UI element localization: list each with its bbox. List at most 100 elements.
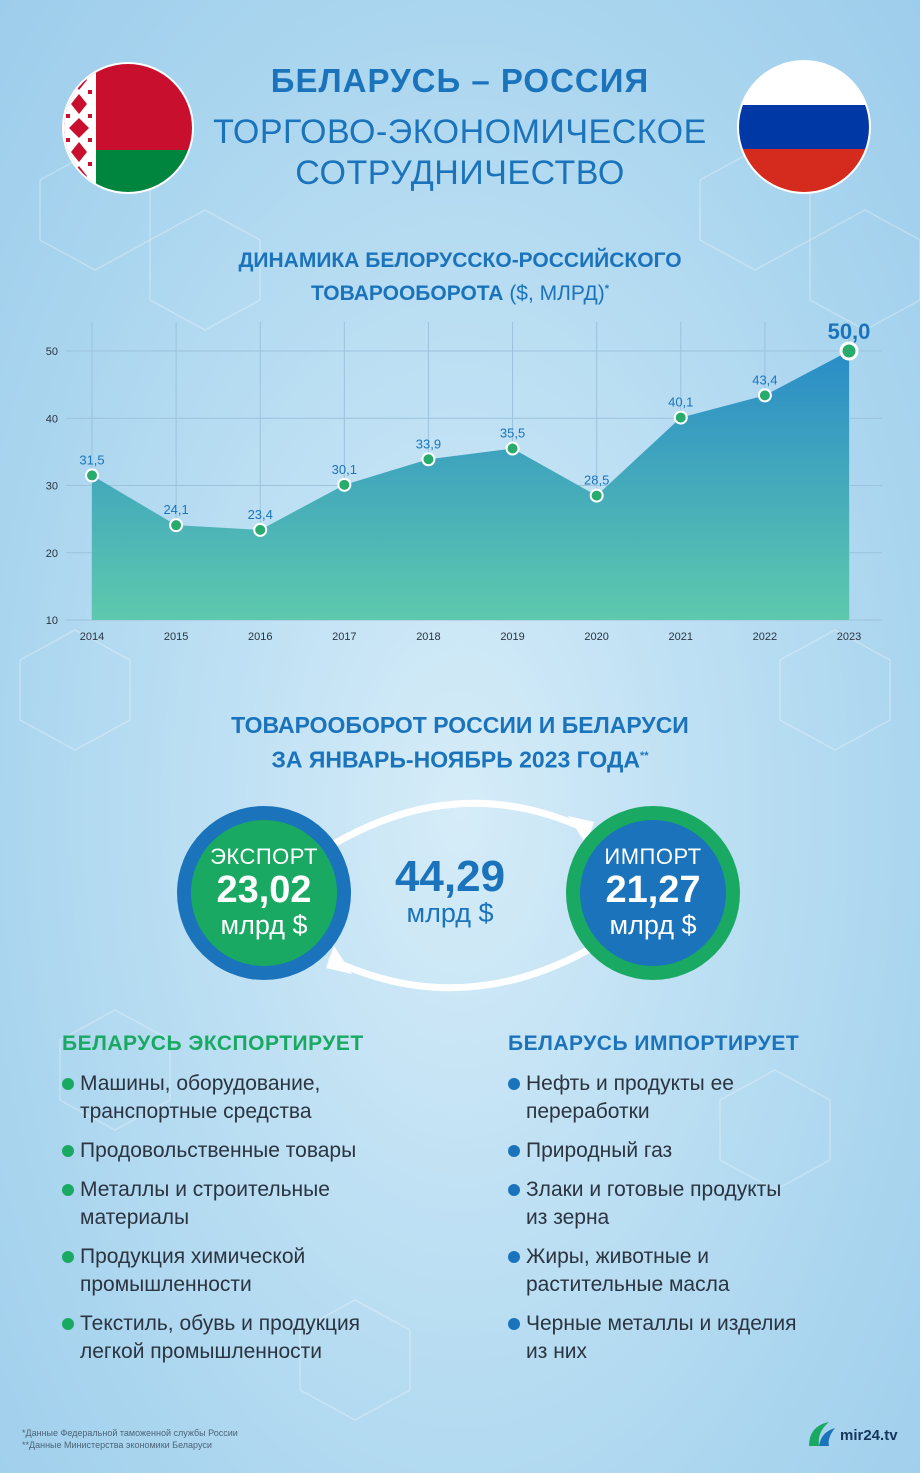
list-item-line-1: Продукция химической xyxy=(80,1245,306,1268)
total-value: 44,29 xyxy=(394,852,506,901)
list-item-line-1: Продовольственные товары xyxy=(80,1139,357,1162)
arrow-top xyxy=(328,799,592,849)
list-item-line-1: Текстиль, обувь и продукция xyxy=(80,1312,361,1335)
imports-list: Нефть и продукты ее переработки Природный… xyxy=(508,1070,898,1366)
data-point xyxy=(85,468,99,483)
data-point xyxy=(421,452,436,467)
mir24-logo-icon xyxy=(809,1422,835,1446)
bullet-dot xyxy=(62,1184,74,1196)
x-tick-label: 2014 xyxy=(80,631,104,643)
y-tick-label: 20 xyxy=(46,548,58,560)
page-subtitle: ТОРГОВО-ЭКОНОМИЧЕСКОЕ СОТРУДНИЧЕСТВО xyxy=(180,112,740,194)
series-area xyxy=(92,351,849,620)
list-item-line-1: Злаки и готовые продукты xyxy=(526,1178,782,1201)
chart-title-unit: ($, МЛРД) xyxy=(509,282,605,305)
list-item-line-2: легкой промышленности xyxy=(80,1340,323,1363)
data-label: 33,9 xyxy=(416,436,441,451)
data-label: 24,1 xyxy=(163,502,188,517)
export-unit: млрд $ xyxy=(220,910,308,940)
y-tick-label: 10 xyxy=(46,615,58,627)
list-item: Машины, оборудование, транспортные средст… xyxy=(62,1070,452,1126)
data-label: 40,1 xyxy=(668,395,693,410)
data-point xyxy=(505,441,520,456)
y-tick-label: 30 xyxy=(46,481,58,493)
data-label: 23,4 xyxy=(248,507,273,522)
data-point xyxy=(839,341,859,361)
list-item-line-2: транспортные средства xyxy=(80,1100,312,1123)
x-tick-label: 2020 xyxy=(584,631,608,643)
bullet-dot xyxy=(508,1251,520,1263)
bullet-dot xyxy=(62,1318,74,1330)
subtitle-line-2: СОТРУДНИЧЕСТВО xyxy=(295,154,625,192)
list-item: Продукция химической промышленности xyxy=(62,1243,452,1299)
logo-text: mir24.tv xyxy=(840,1427,898,1444)
x-tick-label: 2018 xyxy=(416,631,440,643)
list-item-line-2: промышленности xyxy=(80,1273,252,1296)
chart-title-line-2: ТОВАРООБОРОТА xyxy=(310,282,504,305)
list-item-line-2: материалы xyxy=(80,1206,190,1229)
data-label: 31,5 xyxy=(79,452,104,467)
list-item-line-1: Жиры, животные и xyxy=(526,1245,710,1268)
export-circle: ЭКСПОРТ 23,02 млрд $ xyxy=(177,806,351,980)
subtitle-line-1: ТОРГОВО-ЭКОНОМИЧЕСКОЕ xyxy=(213,113,707,151)
data-point xyxy=(757,388,772,403)
x-tick-label: 2022 xyxy=(753,631,777,643)
x-tick-label: 2016 xyxy=(248,631,272,643)
data-point xyxy=(253,522,268,537)
trade-title-line-1: ТОВАРООБОРОТ РОССИИ И БЕЛАРУСИ xyxy=(231,712,689,738)
bullet-dot xyxy=(508,1184,520,1196)
bullet-dot xyxy=(508,1145,520,1157)
data-label: 43,4 xyxy=(752,372,777,387)
data-point xyxy=(337,477,352,492)
russia-flag-icon xyxy=(737,60,871,194)
list-item-line-2: переработки xyxy=(526,1100,650,1123)
list-item: Черные металлы и изделия из них xyxy=(508,1310,898,1366)
chart-title-line-1: ДИНАМИКА БЕЛОРУССКО-РОССИЙСКОГО xyxy=(238,249,682,272)
bullet-dot xyxy=(508,1318,520,1330)
arrow-bottom xyxy=(328,946,592,992)
imports-heading: БЕЛАРУСЬ ИМПОРТИРУЕТ xyxy=(508,1032,800,1055)
list-item: Природный газ xyxy=(508,1137,898,1165)
list-item-line-2: растительные масла xyxy=(526,1273,730,1296)
x-tick-label: 2019 xyxy=(500,631,524,643)
list-item-line-1: Черные металлы и изделия xyxy=(526,1312,797,1335)
list-item-line-1: Машины, оборудование, xyxy=(80,1072,321,1095)
list-item-line-1: Нефть и продукты ее xyxy=(526,1072,734,1095)
data-label: 35,5 xyxy=(500,426,525,441)
exports-heading: БЕЛАРУСЬ ЭКСПОРТИРУЕТ xyxy=(62,1032,364,1055)
bullet-dot xyxy=(62,1145,74,1157)
export-label: ЭКСПОРТ xyxy=(210,844,318,869)
y-tick-label: 50 xyxy=(46,346,58,358)
list-item-line-2: из них xyxy=(526,1340,588,1363)
exports-list: Машины, оборудование, транспортные средст… xyxy=(62,1070,452,1366)
trade-title: ТОВАРООБОРОТ РОССИИ И БЕЛАРУСИ ЗА ЯНВАРЬ… xyxy=(140,710,780,776)
list-item: Жиры, животные и растительные масла xyxy=(508,1243,898,1299)
exports-section: БЕЛАРУСЬ ЭКСПОРТИРУЕТ Машины, оборудован… xyxy=(62,1032,452,1377)
trade-title-footnote-mark: ** xyxy=(640,750,649,762)
import-value: 21,27 xyxy=(605,869,701,911)
y-tick-label: 40 xyxy=(46,413,58,425)
data-label: 28,5 xyxy=(584,473,609,488)
list-item: Металлы и строительные материалы xyxy=(62,1176,452,1232)
list-item: Нефть и продукты ее переработки xyxy=(508,1070,898,1126)
export-value: 23,02 xyxy=(216,869,312,911)
trade-area-chart: 10 20 30 40 50 2014 2015 2016 2017 2018 2019 2020 20… xyxy=(46,319,882,643)
footnote-1: *Данные Федеральной таможенной службы Ро… xyxy=(22,1428,238,1438)
export-circle-inner xyxy=(191,820,337,966)
chart-title-footnote-mark: * xyxy=(604,283,610,295)
x-tick-label: 2023 xyxy=(837,631,861,643)
import-circle-inner xyxy=(580,820,726,966)
import-label: ИМПОРТ xyxy=(604,844,702,869)
footnote-2: **Данные Министерства экономики Беларуси xyxy=(22,1440,212,1450)
exchange-arrows xyxy=(326,799,594,992)
page-title: БЕЛАРУСЬ – РОССИЯ xyxy=(270,62,650,99)
x-tick-label: 2021 xyxy=(669,631,693,643)
list-item-line-2: из зерна xyxy=(526,1206,610,1229)
chart-title: ДИНАМИКА БЕЛОРУССКО-РОССИЙСКОГО ТОВАРООБ… xyxy=(160,246,760,308)
x-tick-label: 2017 xyxy=(332,631,356,643)
data-point xyxy=(169,518,184,533)
list-item-line-1: Природный газ xyxy=(526,1139,673,1162)
belarus-flag-icon xyxy=(62,62,194,194)
imports-section: БЕЛАРУСЬ ИМПОРТИРУЕТ Нефть и продукты ее… xyxy=(508,1032,898,1377)
bullet-dot xyxy=(508,1078,520,1090)
